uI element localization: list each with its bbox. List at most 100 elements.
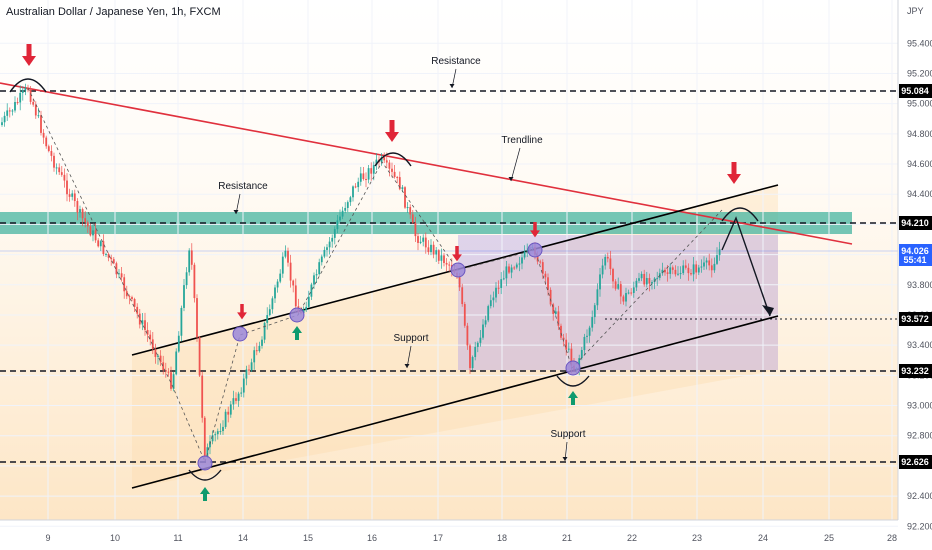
candle-body <box>120 273 123 278</box>
candle-body <box>136 306 139 314</box>
annotation-label: Resistance <box>431 56 481 67</box>
candle-body <box>393 171 396 178</box>
candle-body <box>479 337 482 343</box>
candle-body <box>279 273 282 282</box>
candle-body <box>508 266 510 273</box>
candle-body <box>703 262 705 267</box>
candle-body <box>422 237 425 242</box>
candle-body <box>339 216 341 221</box>
x-tick-label: 14 <box>238 533 248 543</box>
candle-body <box>435 250 438 255</box>
candle-body <box>240 392 243 394</box>
level-badge <box>899 364 932 378</box>
candle-body <box>167 371 170 373</box>
y-tick-label: 95.400 <box>907 38 932 48</box>
y-tick-label: 92.200 <box>907 521 932 531</box>
candle-body <box>682 265 685 274</box>
candle-body <box>86 222 89 227</box>
candle-body <box>372 165 375 174</box>
candle-body <box>424 237 427 248</box>
candle-body <box>406 207 409 209</box>
candle-body <box>437 250 440 261</box>
candle-body <box>677 273 679 275</box>
candle-body <box>586 335 588 337</box>
candle-body <box>53 155 55 168</box>
candle-body <box>227 411 230 415</box>
peak-arc <box>9 78 47 93</box>
candle-body <box>284 250 287 257</box>
projection-line <box>721 216 771 317</box>
x-tick-label: 24 <box>758 533 768 543</box>
candle-body <box>97 240 100 247</box>
candle-body <box>617 284 620 289</box>
annotation-arrowhead <box>508 177 514 181</box>
candle-body <box>370 168 373 174</box>
touch-point-circle <box>450 262 466 278</box>
candle-body <box>188 250 191 273</box>
up-arrow-stem <box>571 397 575 405</box>
level-badge <box>899 216 932 230</box>
annotation-label: Support <box>550 429 585 440</box>
touch-point-circle <box>527 242 543 258</box>
candle-body <box>495 287 497 298</box>
candle-body <box>687 267 690 274</box>
down-arrow-icon <box>26 44 32 58</box>
current-price-text: 94.026 <box>901 246 929 256</box>
candle-body <box>500 279 503 288</box>
candle-body <box>708 260 711 266</box>
candle-body <box>79 209 81 213</box>
candle-body <box>716 255 718 264</box>
candle-body <box>367 168 370 180</box>
candle-body <box>391 168 393 172</box>
y-tick-label: 95.000 <box>907 99 932 109</box>
up-arrow-icon <box>200 487 210 494</box>
candle-body <box>216 431 219 435</box>
candle-body <box>131 297 133 299</box>
candle-body <box>206 447 209 457</box>
candle-body <box>159 355 162 363</box>
x-tick-label: 18 <box>497 533 507 543</box>
up-arrow-icon <box>292 326 302 333</box>
down-arrow-icon <box>731 162 737 176</box>
candle-body <box>89 226 92 236</box>
candle-body <box>497 287 500 289</box>
candle-body <box>362 173 365 180</box>
candle-body <box>6 110 9 116</box>
candle-body <box>357 181 360 188</box>
candle-body <box>627 292 630 294</box>
candle-body <box>34 104 37 116</box>
candle-body <box>518 263 521 265</box>
candle-body <box>448 264 451 266</box>
candle-body <box>700 266 703 268</box>
candle-body <box>443 255 445 263</box>
down-arrow-head <box>237 312 247 320</box>
candle-body <box>471 357 474 369</box>
candle-body <box>164 370 167 372</box>
candle-body <box>505 266 508 279</box>
annotation-label: Trendline <box>501 135 543 146</box>
x-tick-label: 17 <box>433 533 443 543</box>
candle-body <box>149 334 152 340</box>
x-tick-label: 21 <box>562 533 572 543</box>
trough-arc <box>556 375 590 387</box>
candle-body <box>445 262 448 265</box>
candle-body <box>604 256 607 266</box>
candle-body <box>609 258 612 269</box>
down-arrow-icon <box>455 246 459 256</box>
x-tick-label: 28 <box>887 533 897 543</box>
candle-body <box>619 284 622 297</box>
candle-body <box>346 202 349 208</box>
annotation-arrowhead <box>562 457 568 461</box>
candle-body <box>625 293 627 302</box>
candle-body <box>151 339 154 350</box>
candle-body <box>16 101 19 103</box>
candle-body <box>484 320 487 325</box>
candle-body <box>523 251 526 258</box>
candle-body <box>718 249 721 256</box>
candle-body <box>60 172 63 175</box>
candle-body <box>419 241 422 243</box>
candle-body <box>105 253 107 255</box>
candle-body <box>8 110 11 112</box>
